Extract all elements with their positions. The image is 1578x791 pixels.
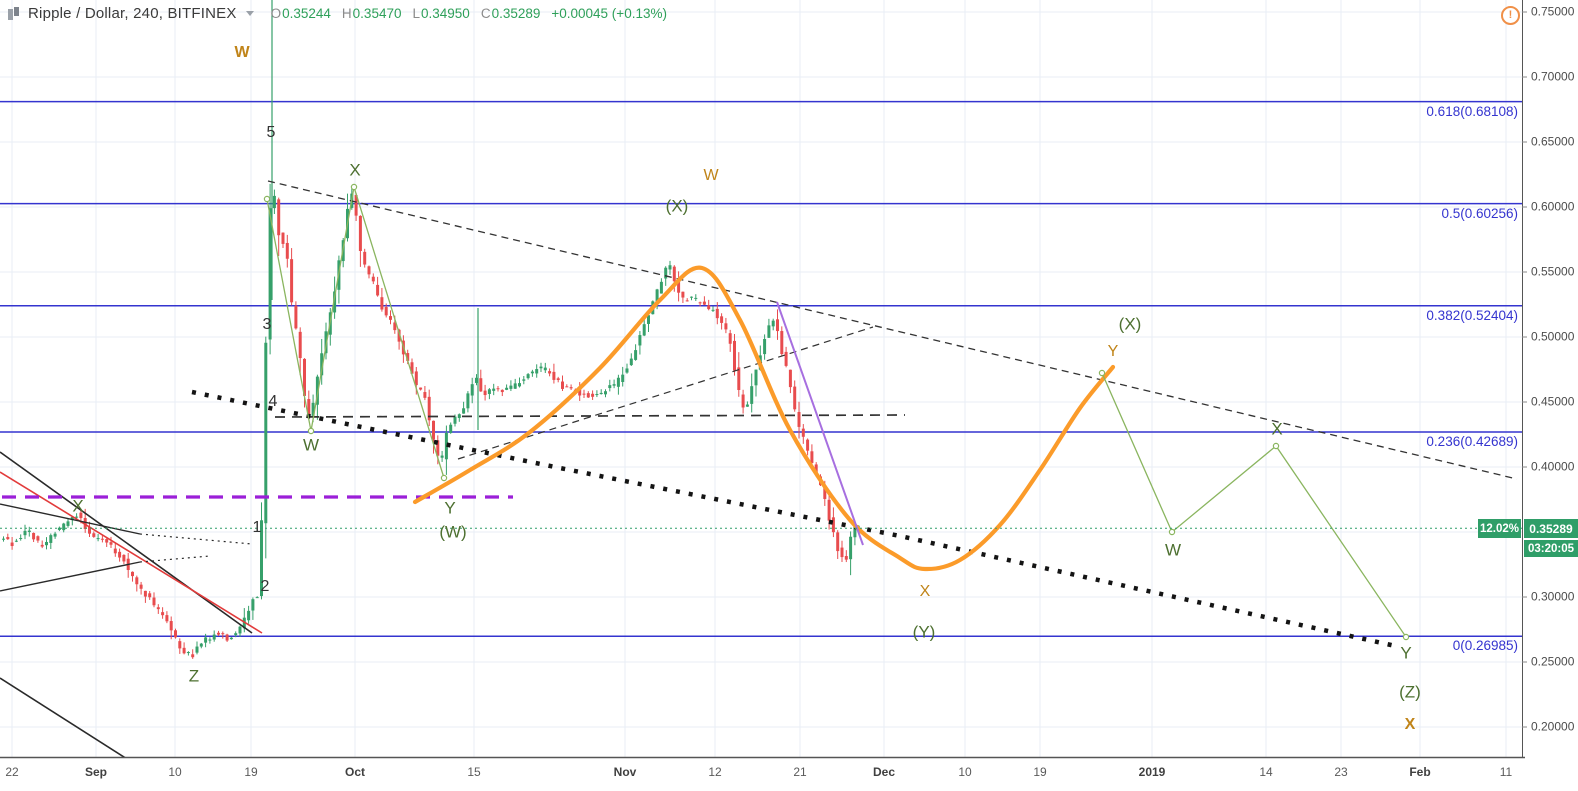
change-percent-badge: 12.02% <box>1478 519 1521 538</box>
open-value: O0.35244 <box>270 6 331 21</box>
axis-border-layer <box>0 0 1527 759</box>
chevron-down-icon[interactable] <box>245 11 254 16</box>
high-letter: H <box>341 6 352 21</box>
grid-layer <box>0 0 1522 757</box>
ohlc-readout: O0.35244 H0.35470 L0.34950 C0.35289 +0.0… <box>271 6 667 21</box>
countdown-badge: 03:20:05 <box>1524 540 1578 557</box>
alert-icon[interactable]: ! <box>1501 6 1520 25</box>
open-letter: O <box>270 6 282 21</box>
high-value: H0.35470 <box>341 6 402 21</box>
low-letter: L <box>412 6 420 21</box>
change-value: +0.00045 (+0.13%) <box>551 6 667 21</box>
candles-layer <box>2 0 861 659</box>
drawings-layer[interactable] <box>0 180 1518 780</box>
current-price-badge: 0.35289 <box>1524 519 1578 538</box>
fib-lines-layer <box>0 100 1522 637</box>
instrument-icon <box>8 7 21 20</box>
symbol-legend: Ripple / Dollar, 240, BITFINEX O0.35244 … <box>8 5 667 22</box>
low-value: L0.34950 <box>412 6 470 21</box>
symbol-title[interactable]: Ripple / Dollar, 240, BITFINEX <box>28 5 237 22</box>
close-letter: C <box>480 6 491 21</box>
close-value: C0.35289 <box>480 6 541 21</box>
